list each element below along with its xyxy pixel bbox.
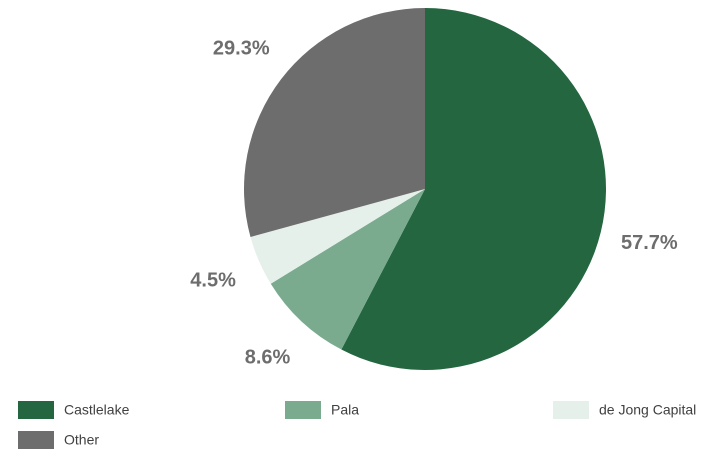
- legend-swatch: [18, 431, 54, 449]
- legend-label: Other: [64, 432, 99, 448]
- legend-label: de Jong Capital: [599, 402, 696, 418]
- legend-label: Castlelake: [64, 402, 130, 418]
- legend-swatch: [18, 401, 54, 419]
- legend-swatch: [285, 401, 321, 419]
- data-label: 8.6%: [245, 346, 291, 368]
- pie-slice: [341, 8, 607, 370]
- legend-label: Pala: [331, 402, 359, 418]
- legend-swatch: [553, 401, 589, 419]
- data-label: 57.7%: [621, 232, 678, 254]
- pie-slice: [270, 189, 425, 350]
- pie-slice: [244, 8, 425, 237]
- data-label: 29.3%: [213, 37, 270, 59]
- pie-slice: [250, 189, 425, 284]
- data-label: 4.5%: [190, 269, 236, 291]
